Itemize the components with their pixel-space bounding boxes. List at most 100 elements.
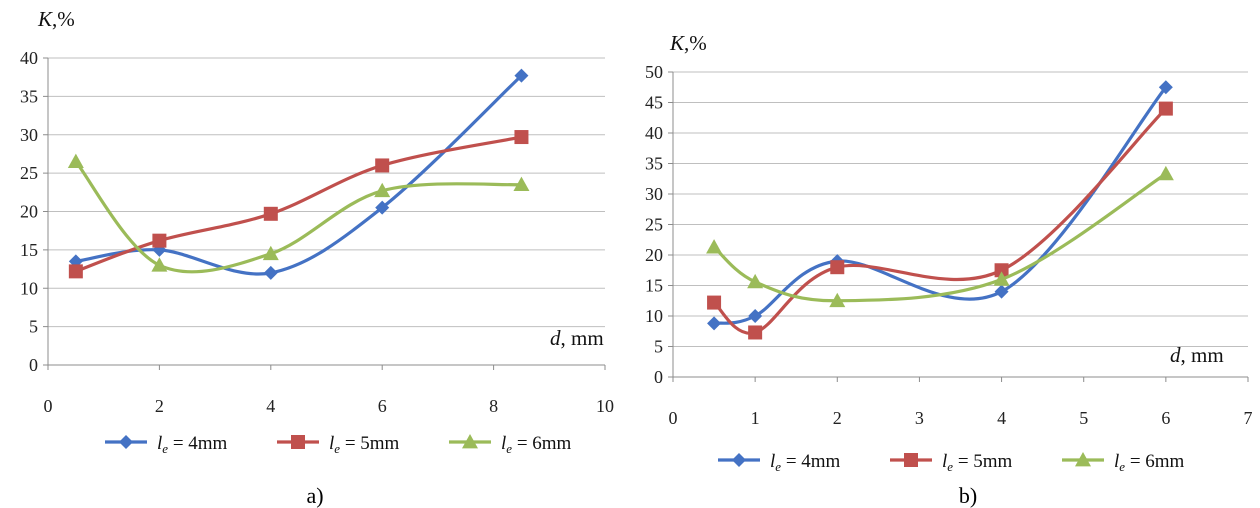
y-tick-label: 0: [29, 355, 38, 375]
x-tick-label: 3: [915, 408, 924, 428]
data-point: [375, 200, 390, 215]
series-line: [712, 172, 1168, 303]
legend-marker: [462, 434, 478, 449]
x-tick-label: 10: [596, 396, 614, 416]
series-3: [706, 165, 1174, 308]
y-tick-label: 5: [654, 337, 663, 357]
x-tick-label: 2: [833, 408, 842, 428]
x-tick-label: 4: [266, 396, 275, 416]
series-line: [712, 85, 1168, 325]
legend-label: le = 5mm: [329, 433, 400, 456]
legend-entry-1: le = 4mm: [718, 451, 841, 474]
x-tick-label: 5: [1079, 408, 1088, 428]
y-tick-labels: 0 5 10 15 20 25 30 35 40: [20, 48, 48, 375]
data-point: [68, 264, 83, 279]
data-point: [993, 271, 1010, 286]
y-tick-label: 30: [645, 184, 663, 204]
y-tick-label: 10: [645, 306, 663, 326]
legend-entry-3: le = 6mm: [1062, 451, 1185, 474]
x-tick-label: 0: [669, 408, 678, 428]
series-2: [68, 130, 529, 279]
y-axis-label: K,%: [37, 7, 75, 31]
y-tick-label: 40: [20, 48, 38, 68]
y-tick-label: 20: [20, 202, 38, 222]
x-tick-label: 2: [155, 396, 164, 416]
legend-marker: [1075, 452, 1091, 467]
y-tick-label: 25: [645, 215, 663, 235]
data-point: [375, 158, 390, 173]
x-axis-label: d, mm: [550, 326, 604, 350]
series-3: [67, 153, 530, 274]
data-point: [994, 263, 1009, 278]
data-point: [707, 295, 722, 310]
x-tick-label: 8: [489, 396, 498, 416]
data-point: [748, 309, 763, 323]
x-tick-label: 6: [378, 396, 387, 416]
legend-label: le = 6mm: [501, 433, 572, 456]
y-tick-label: 45: [645, 93, 663, 113]
data-point: [1158, 80, 1173, 95]
data-point: [747, 273, 764, 289]
gridlines: [673, 71, 1248, 347]
y-tick-label: 35: [20, 86, 38, 106]
data-point: [707, 316, 722, 331]
gridlines: [48, 57, 605, 328]
y-tick-label: 40: [645, 123, 663, 143]
x-tick-label: 0: [44, 396, 53, 416]
y-tick-label: 0: [654, 367, 663, 387]
data-point: [263, 206, 278, 221]
series-line: [74, 74, 524, 276]
data-point: [262, 245, 279, 261]
chart-caption: b): [959, 483, 977, 508]
y-tick-label: 15: [20, 240, 38, 260]
data-point: [263, 265, 278, 280]
data-point: [514, 130, 529, 145]
y-tick-label: 5: [29, 317, 38, 337]
chart-caption: a): [306, 483, 323, 508]
x-tick-label: 1: [751, 408, 760, 428]
legend-label: le = 6mm: [1114, 451, 1185, 474]
legend-label: le = 4mm: [770, 451, 841, 474]
data-point: [1157, 165, 1174, 181]
series-1: [707, 80, 1173, 331]
data-point: [374, 182, 391, 198]
y-tick-label: 50: [645, 62, 663, 82]
y-tick-label: 10: [20, 278, 38, 298]
legend-entry-3: le = 6mm: [449, 433, 572, 456]
data-point: [1158, 101, 1173, 116]
data-point: [514, 68, 529, 83]
data-point: [706, 239, 723, 254]
data-point: [829, 292, 846, 308]
legend-marker: [904, 453, 918, 467]
chart-a: 0 5 10 15 20 25 30 35 40 0 2 4 6 8 10 K,% d, mm le = 4mm l…: [20, 7, 614, 508]
x-tick-label: 4: [997, 408, 1006, 428]
series-2: [707, 101, 1173, 340]
series-line: [74, 160, 524, 274]
data-point: [151, 257, 168, 272]
legend-entry-1: le = 4mm: [105, 433, 228, 456]
y-tick-label: 25: [20, 163, 38, 183]
data-point: [830, 260, 845, 275]
y-axis-label: K,%: [669, 31, 707, 55]
y-tick-label: 30: [20, 125, 38, 145]
x-tick-labels: 0 1 2 3 4 5 6 7: [669, 377, 1253, 428]
y-tick-label: 35: [645, 154, 663, 174]
legend-entry-2: le = 5mm: [890, 451, 1013, 474]
x-tick-label: 7: [1244, 408, 1253, 428]
legend-marker: [732, 453, 746, 467]
y-tick-labels: 0 5 10 15 20 25 30 35 40 45 50: [645, 62, 673, 387]
data-point: [994, 284, 1009, 299]
x-tick-labels: 0 2 4 6 8 10: [44, 365, 614, 416]
legend-label: le = 5mm: [942, 451, 1013, 474]
legend-marker: [119, 435, 133, 449]
x-tick-label: 6: [1161, 408, 1170, 428]
data-point: [748, 325, 763, 340]
legend-label: le = 4mm: [157, 433, 228, 456]
data-point: [67, 153, 84, 169]
legend-entry-2: le = 5mm: [277, 433, 400, 456]
y-tick-label: 20: [645, 245, 663, 265]
data-point: [152, 233, 167, 248]
data-point: [513, 176, 530, 192]
